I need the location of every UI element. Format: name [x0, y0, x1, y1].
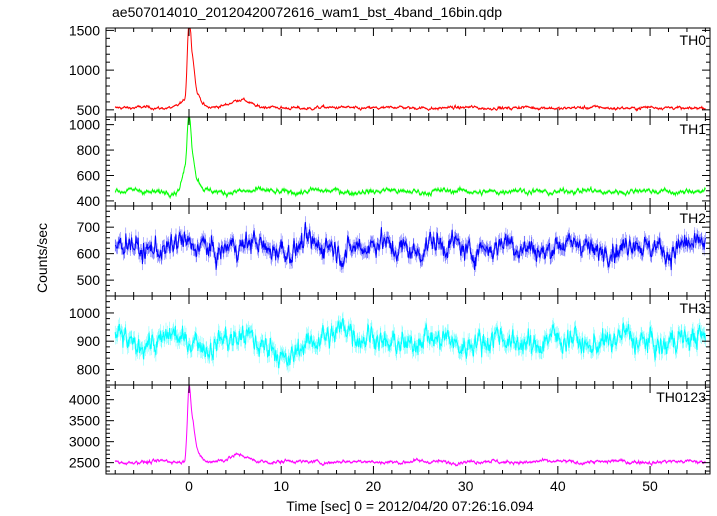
error-bars-th1 — [114, 117, 706, 199]
y-tick-label: 500 — [77, 272, 101, 288]
panel-th0: 500 1000 1500 TH0 — [69, 22, 711, 118]
y-tick-label: 900 — [77, 333, 101, 349]
y-tick-label: 1500 — [69, 22, 100, 38]
panel-th2: 500 600 700 TH2 — [77, 205, 711, 297]
y-tick-label: 4000 — [69, 392, 100, 408]
chart-title: ae507014010_20120420072616_wam1_bst_4ban… — [112, 4, 502, 20]
y-tick-label: 1000 — [69, 305, 100, 321]
y-tick-label: 3500 — [69, 413, 100, 429]
y-tick-label: 700 — [77, 219, 101, 235]
y-tick-label: 3000 — [69, 434, 100, 450]
series-line-th3 — [114, 318, 706, 369]
panel-frame — [105, 27, 711, 118]
error-bars-th0123 — [114, 385, 706, 467]
x-tick-label: 10 — [273, 478, 289, 494]
x-tick-label: 40 — [550, 478, 566, 494]
panel-th0123: 2500 3000 3500 4000 TH0123 0 10 20 30 40 50 — [69, 384, 711, 494]
y-tick-label: 400 — [77, 193, 101, 209]
y-tick-label: 800 — [77, 361, 101, 377]
panel-th1: 400 600 800 1000 TH1 — [69, 116, 711, 209]
x-axis-label: Time [sec] 0 = 2012/04/20 07:26:16.094 — [286, 498, 534, 514]
y-axis-label: Counts/sec — [34, 223, 50, 293]
series-line-th2 — [114, 222, 706, 271]
x-tick-label: 50 — [642, 478, 658, 494]
x-tick-label: 20 — [366, 478, 382, 494]
y-tick-label: 1000 — [69, 62, 100, 78]
x-tick-label: 30 — [458, 478, 474, 494]
y-tick-label: 600 — [77, 167, 101, 183]
panel-label: TH0123 — [656, 389, 706, 405]
panel-label: TH2 — [680, 210, 707, 226]
y-tick-label: 800 — [77, 142, 101, 158]
y-tick-label: 500 — [77, 102, 101, 118]
y-tick-label: 1000 — [69, 117, 100, 133]
y-tick-label: 600 — [77, 246, 101, 262]
panel-label: TH3 — [680, 300, 707, 316]
x-tick-label: 0 — [185, 478, 193, 494]
error-bars-th0 — [114, 28, 706, 112]
panel-label: TH1 — [680, 121, 707, 137]
series-line-th1 — [114, 116, 706, 200]
panel-th3: 800 900 1000 TH3 — [69, 295, 711, 386]
y-tick-label: 2500 — [69, 455, 100, 471]
series-line-th0123 — [114, 384, 706, 467]
panel-label: TH0 — [680, 32, 707, 48]
series-line-th0 — [114, 27, 706, 112]
